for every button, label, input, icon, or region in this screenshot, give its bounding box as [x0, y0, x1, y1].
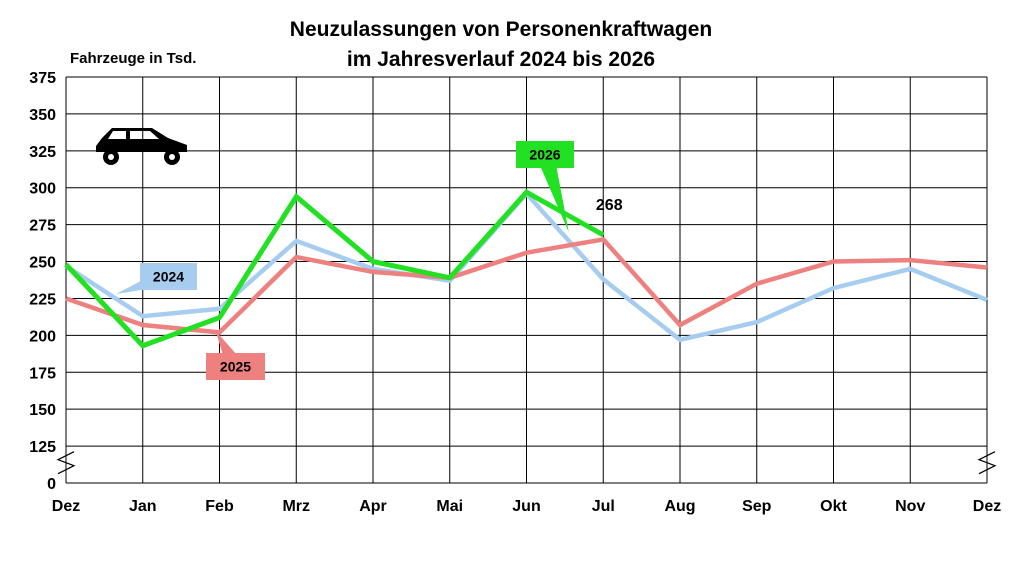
axis-break-left [56, 451, 76, 475]
callout-box-2024 [140, 263, 197, 290]
x-tick-label: Sep [742, 498, 772, 515]
y-tick-label: 275 [29, 218, 56, 235]
y-tick-label: 375 [29, 70, 56, 87]
y-tick-label: 225 [29, 291, 56, 308]
x-tick-label: Mai [436, 498, 463, 515]
x-tick-label: Jun [512, 498, 540, 515]
series-line-2025 [65, 236, 988, 335]
callout-box-2025 [206, 353, 265, 380]
y-axis-unit-label: Fahrzeuge in Tsd. [70, 50, 196, 67]
y-tick-label: 250 [29, 255, 56, 272]
x-tick-label: Dez [52, 498, 80, 515]
y-tick-label: 200 [29, 328, 56, 345]
x-tick-label: Apr [359, 498, 387, 515]
x-tick-label: Jul [592, 498, 615, 515]
x-tick-label: Aug [664, 498, 695, 515]
x-tick-label: Mrz [282, 498, 310, 515]
chart-title-line-1: Neuzulassungen von Personenkraftwagen [290, 18, 712, 41]
y-tick-label: 150 [29, 402, 56, 419]
car-icon [96, 128, 187, 165]
y-tick-label: 175 [29, 365, 56, 382]
x-tick-label: Dez [973, 498, 1001, 515]
legend-label-2026: 2026 [529, 147, 560, 163]
y-tick-label: 300 [29, 181, 56, 198]
legend-label-2025: 2025 [220, 359, 251, 375]
legend-label-2024: 2024 [153, 269, 184, 285]
y-tick-label: 325 [29, 144, 56, 161]
x-tick-label: Feb [205, 498, 234, 515]
y-tick-label: 125 [29, 439, 56, 456]
callout-box-2026 [516, 141, 574, 168]
y-tick-label: 350 [29, 107, 56, 124]
chart-title-line-2: im Jahresverlauf 2024 bis 2026 [347, 48, 655, 71]
data-label-2026-Jul: 268 [596, 197, 623, 214]
y-tick-label: 0 [47, 476, 56, 493]
x-tick-label: Jan [129, 498, 157, 515]
x-tick-label: Okt [820, 498, 847, 515]
axis-break-right [977, 451, 997, 475]
x-tick-label: Nov [895, 498, 925, 515]
series-line-2026 [64, 189, 605, 349]
callout-pointer-2026 [536, 151, 569, 233]
